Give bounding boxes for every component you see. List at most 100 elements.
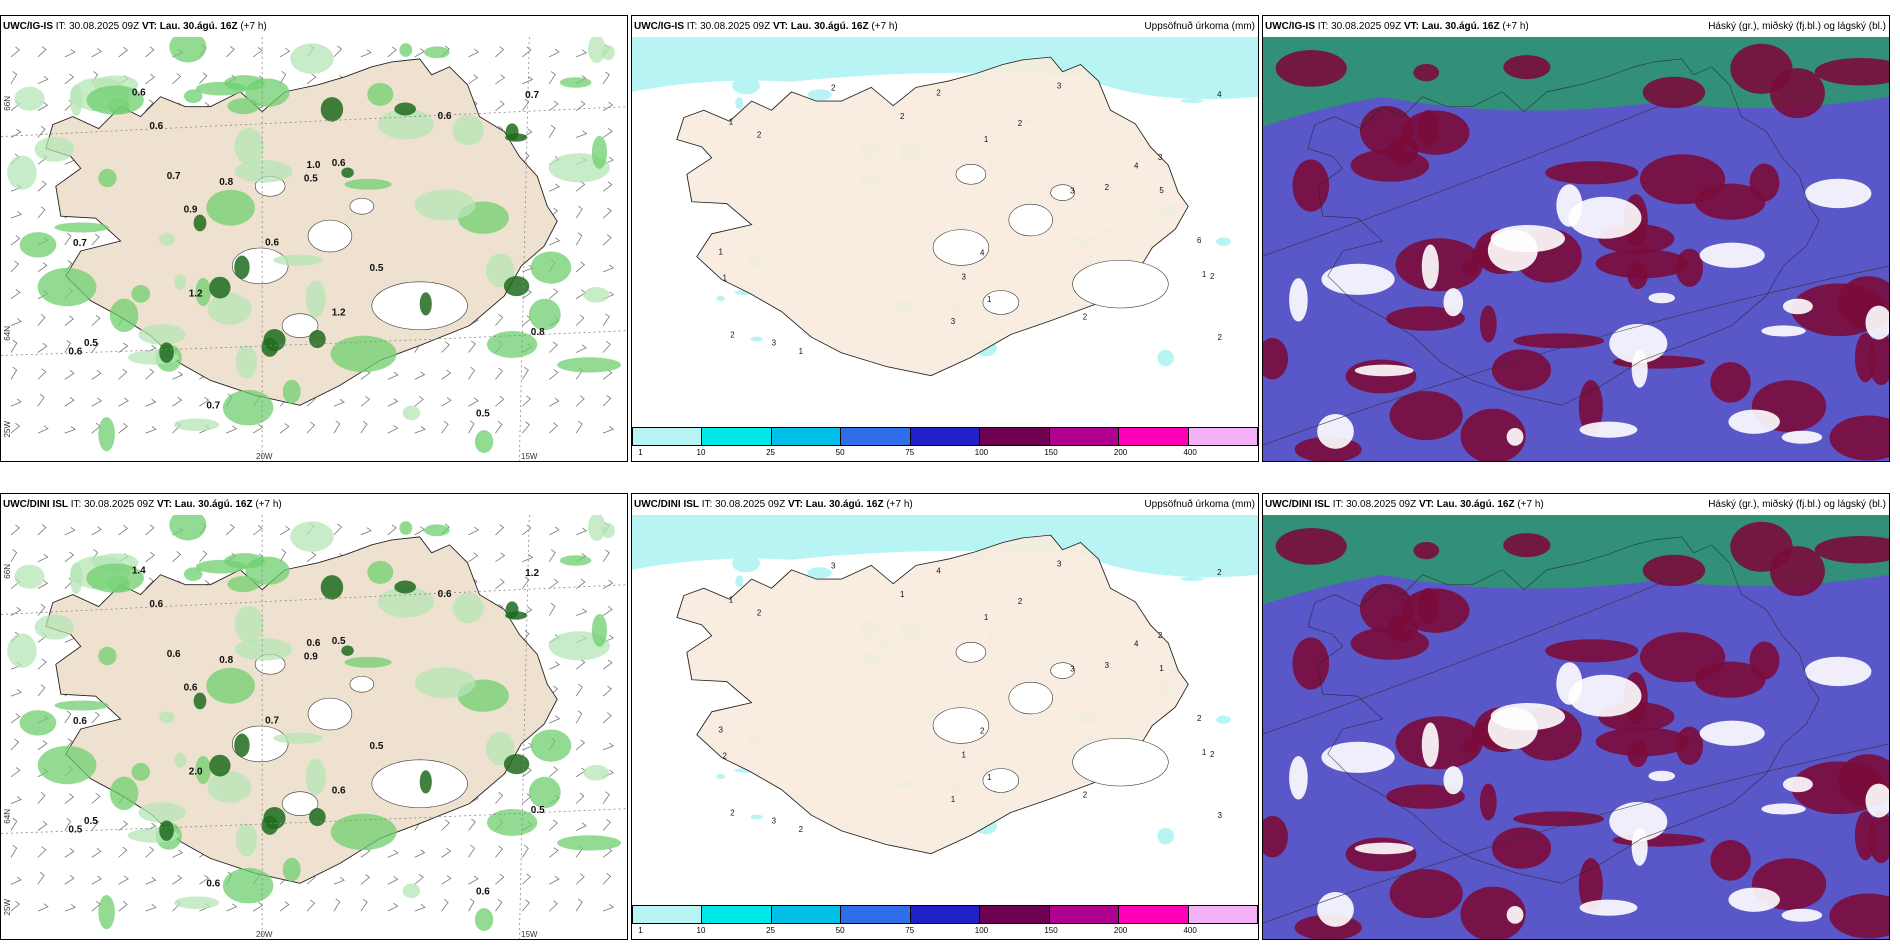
colorbar-tick-label: 10 xyxy=(696,926,706,935)
valid-time: Lau. 30.ágú. 16Z xyxy=(805,499,884,510)
wind-barb xyxy=(602,606,613,616)
mid-cloud-patch xyxy=(1829,893,1889,939)
wind-barb xyxy=(549,847,559,858)
precip-value: 2 xyxy=(900,112,905,121)
colorbar-swatch xyxy=(910,906,981,923)
panel-header: UWC/IG-IS IT: 30.08.2025 09Z VT: Lau. 30… xyxy=(1263,16,1889,37)
gust-patch xyxy=(206,667,255,704)
wind-barb xyxy=(575,314,585,326)
clear-sky-patch xyxy=(1865,305,1889,340)
wind-barb xyxy=(495,100,505,111)
colorbar-swatch xyxy=(1119,906,1189,923)
wind-barb xyxy=(575,659,586,670)
wind-barb xyxy=(387,398,399,407)
colorbar-swatch xyxy=(841,906,911,923)
mid-cloud-patch xyxy=(1642,76,1706,109)
wind-barb xyxy=(37,125,46,138)
mid-cloud-patch xyxy=(1413,63,1440,82)
wind-barb xyxy=(172,874,183,885)
clear-sky-patch xyxy=(1443,288,1464,317)
valid-time-label: VT: xyxy=(1418,499,1434,510)
wind-barb xyxy=(548,288,559,300)
gust-core xyxy=(193,692,207,710)
mid-cloud-patch xyxy=(1675,726,1704,765)
precip-patch xyxy=(807,89,832,101)
parallel-66n xyxy=(1,106,627,137)
wind-barb xyxy=(522,46,532,58)
gust-patch xyxy=(235,823,258,857)
gust-value: 0.6 xyxy=(149,121,163,132)
clear-sky-patch xyxy=(1487,707,1538,750)
wind-barb xyxy=(172,371,184,380)
lat-label-64n: 64N xyxy=(3,326,12,341)
precip-patch xyxy=(1180,98,1204,103)
wind-barb xyxy=(549,183,561,192)
wind-barb xyxy=(441,875,452,885)
panel-header: UWC/DINI ISL IT: 30.08.2025 09Z VT: Lau.… xyxy=(1,494,627,515)
wind-barb xyxy=(575,395,585,407)
valid-time: Lau. 30.ágú. 16Z xyxy=(159,21,238,32)
iceland-coastline xyxy=(1307,58,1820,406)
gust-value: 0.7 xyxy=(265,716,279,727)
wind-barb xyxy=(199,396,210,407)
wind-barb xyxy=(118,397,129,407)
wind-barb xyxy=(360,898,368,912)
gust-patch xyxy=(207,293,252,325)
gust-patch xyxy=(290,43,334,74)
clear-sky-patch xyxy=(1761,325,1806,337)
wind-barb xyxy=(468,48,480,58)
wind-barb xyxy=(199,550,208,563)
precip-value: 1 xyxy=(962,750,967,759)
gust-patch xyxy=(234,160,293,183)
colorbar-tick-label: 200 xyxy=(1113,926,1128,935)
wind-barb xyxy=(549,661,561,670)
wind-barb xyxy=(118,846,128,858)
wind-barb xyxy=(118,423,128,434)
precip-value: 3 xyxy=(1057,559,1062,568)
wind-barb xyxy=(548,71,556,84)
wind-barb xyxy=(387,902,399,912)
wind-barb xyxy=(548,602,556,616)
mid-cloud-patch xyxy=(1389,869,1463,919)
precip-value: 3 xyxy=(1070,665,1075,674)
gust-value: 1.4 xyxy=(132,566,146,577)
wind-barb xyxy=(118,820,129,831)
gust-patch xyxy=(559,77,592,88)
colorbar-swatch xyxy=(1119,428,1189,445)
colorbar-swatch xyxy=(910,428,981,445)
wind-barb xyxy=(333,898,341,912)
wind-barb xyxy=(495,845,504,858)
gust-patch xyxy=(402,405,421,421)
wind-barb xyxy=(576,130,588,138)
gust-patch xyxy=(174,274,187,290)
wind-barb xyxy=(602,425,615,434)
wind-barb xyxy=(602,873,612,885)
colorbar-swatch xyxy=(1049,428,1120,445)
wind-barb xyxy=(10,524,21,536)
gust-patch xyxy=(367,82,394,106)
gust-patch xyxy=(195,559,247,574)
wind-barb xyxy=(91,397,102,407)
gust-value: 0.7 xyxy=(167,171,181,182)
colorbar-swatch xyxy=(980,906,1050,923)
wind-barb xyxy=(10,606,22,616)
wind-barb xyxy=(172,551,182,563)
precip-patch xyxy=(1180,576,1204,581)
lat-label-64n: 64N xyxy=(3,809,12,824)
wind-barb xyxy=(495,524,505,536)
glacier xyxy=(1072,737,1169,787)
mid-cloud-patch xyxy=(1513,333,1604,349)
wind-barb xyxy=(10,422,21,434)
mid-cloud-patch xyxy=(1460,408,1526,461)
gust-patch xyxy=(131,762,151,781)
wind-barb xyxy=(414,48,425,58)
wind-barb xyxy=(306,551,317,563)
gust-patch xyxy=(588,515,606,542)
wind-barb xyxy=(37,262,48,273)
wind-barb xyxy=(10,260,20,273)
gust-value: 1.2 xyxy=(332,308,346,319)
wind-barb xyxy=(252,47,263,58)
wind-barb xyxy=(602,659,613,670)
precip-patch xyxy=(1157,349,1174,367)
valid-time-label: VT: xyxy=(1403,21,1419,32)
